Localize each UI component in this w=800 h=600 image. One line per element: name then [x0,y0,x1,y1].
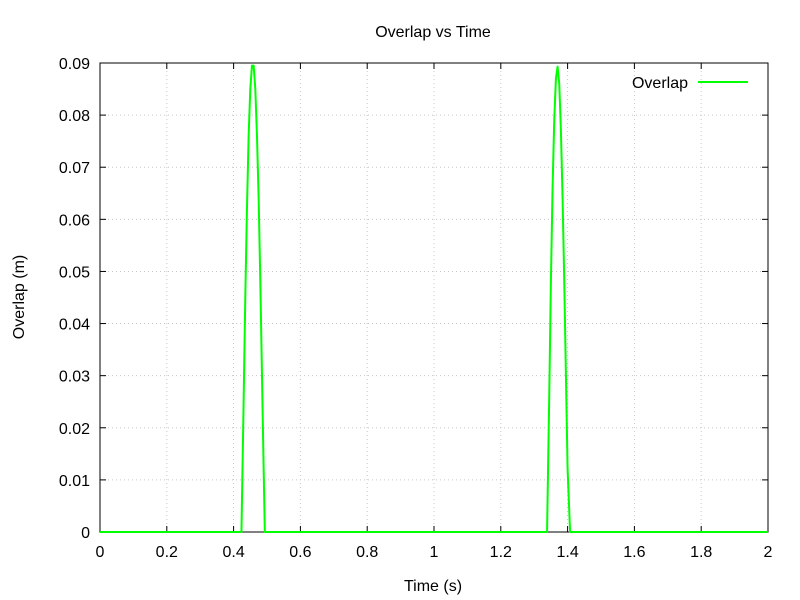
x-tick-label: 2 [764,544,773,561]
x-tick-label: 0.2 [156,544,178,561]
x-tick-label: 0.6 [289,544,311,561]
series-line-overlap [100,64,768,533]
x-tick-label: 0.4 [222,544,244,561]
y-tick-label: 0.05 [59,264,90,281]
x-tick-label: 0.8 [356,544,378,561]
y-axis-label: Overlap (m) [11,255,28,339]
y-tick-label: 0.01 [59,473,90,490]
series-layer [100,64,768,533]
x-tick-label: 1.8 [690,544,712,561]
x-tick-label: 1.4 [556,544,578,561]
axes: 0 0.2 0.4 0.6 0.8 1 1.2 1.4 1.6 1.8 2 0 0.01 0.02 0.03… [59,56,773,561]
grid [100,63,768,532]
y-tick-label: 0.03 [59,369,90,386]
x-tick-label: 1 [430,544,439,561]
x-tick-label: 1.2 [490,544,512,561]
y-tick-label: 0 [81,525,90,542]
y-tick-label: 0.08 [59,108,90,125]
x-axis-label: Time (s) [404,578,462,595]
y-tick-label: 0.09 [59,56,90,73]
y-tick-label: 0.04 [59,317,90,334]
chart-title: Overlap vs Time [375,24,491,41]
y-tick-label: 0.07 [59,160,90,177]
x-tick-label: 1.6 [623,544,645,561]
x-tick-label: 0 [96,544,105,561]
legend-label: Overlap [632,75,688,92]
y-tick-label: 0.02 [59,421,90,438]
y-tick-label: 0.06 [59,212,90,229]
legend: Overlap [632,75,748,92]
